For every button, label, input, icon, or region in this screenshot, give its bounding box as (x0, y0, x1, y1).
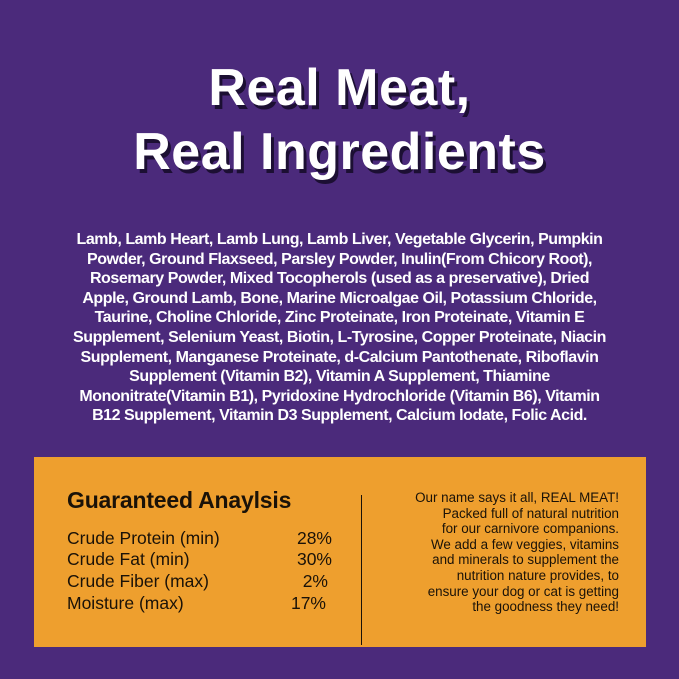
analysis-label: Crude Fiber (max) (67, 571, 209, 591)
analysis-label: Moisture (max) (67, 593, 184, 613)
blurb-line: nutrition nature provides, to (456, 567, 619, 583)
ingredient-line: B12 Supplement, Vitamin D3 Supplement, C… (92, 407, 587, 425)
ingredient-line: Supplement, Manganese Proteinate, d-Calc… (80, 348, 599, 366)
ingredient-line: Rosemary Powder, Mixed Tocopherols (used… (89, 270, 590, 288)
divider (361, 495, 362, 645)
ingredient-list: Lamb, Lamb Heart, Lamb Lung, Lamb Liver,… (20, 230, 659, 426)
blurb-line: the goodness they need! (472, 599, 619, 615)
blurb-line: Packed full of natural nutrition (442, 505, 619, 521)
analysis-row: Moisture (max) 17% (67, 593, 332, 613)
blurb-line: ensure your dog or cat is getting (427, 583, 619, 599)
ingredient-line: Lamb, Lamb Heart, Lamb Lung, Lamb Liver,… (76, 231, 603, 248)
blurb-line: Our name says it all, REAL MEAT! (415, 490, 619, 505)
analysis-value: 28% (296, 528, 332, 548)
headline-line-1: Real Meat, (208, 59, 471, 117)
analysis-value: 30% (296, 549, 332, 569)
ingredient-line: Powder, Ground Flaxseed, Parsley Powder,… (86, 250, 593, 268)
blurb-line: for our carnivore companions. (441, 521, 619, 537)
analysis-value: 17% (290, 593, 326, 613)
ingredient-line: Supplement (Vitamin B2), Vitamin A Suppl… (129, 368, 550, 386)
analysis-label: Crude Fat (min) (67, 549, 190, 569)
analysis-title: Guaranteed Anaylsis (67, 487, 292, 513)
blurb-line: and minerals to supplement the (432, 552, 619, 568)
ingredient-line: Mononitrate(Vitamin B1), Pyridoxine Hydr… (79, 387, 600, 405)
ingredient-line: Supplement, Selenium Yeast, Biotin, L-Ty… (73, 328, 606, 346)
analysis-row: Crude Protein (min) 28% (67, 528, 332, 548)
ingredient-line: Taurine, Choline Chloride, Zinc Proteina… (94, 309, 585, 327)
blurb-line: We add a few veggies, vitamins (430, 536, 619, 552)
brand-blurb: Our name says it all, REAL MEAT! Packed … (359, 490, 619, 615)
analysis-row: Crude Fat (min) 30% (67, 549, 332, 569)
headline-line-2: Real Ingredients (133, 123, 546, 181)
analysis-label: Crude Protein (min) (67, 528, 220, 548)
analysis-value: 2% (302, 571, 328, 591)
headline: Real Meat, Real Ingredients (0, 56, 679, 184)
analysis-row: Crude Fiber (max) 2% (67, 571, 332, 591)
analysis-panel: Guaranteed Anaylsis Crude Protein (min) … (34, 457, 646, 647)
ingredient-line: Apple, Ground Lamb, Bone, Marine Microal… (82, 289, 597, 307)
